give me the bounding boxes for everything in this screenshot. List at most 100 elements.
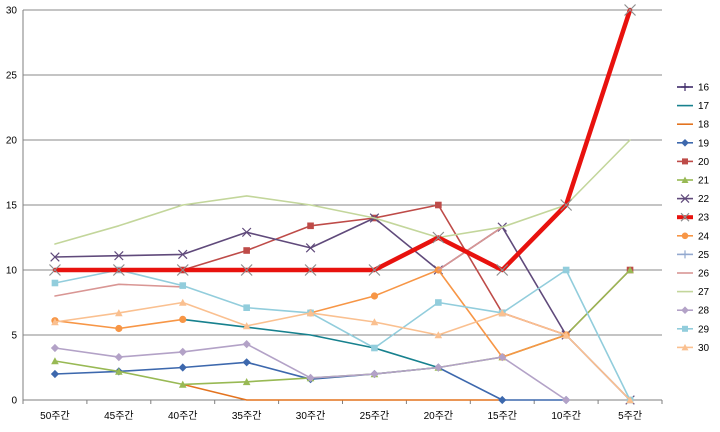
data-point [435, 201, 442, 209]
legend-label: 23 [698, 213, 710, 224]
series-line-27 [54, 139, 631, 245]
y-tick-label: 30 [6, 6, 18, 17]
data-point [626, 396, 634, 404]
series-line-17 [182, 318, 440, 369]
legend-item-21: 21 [677, 176, 710, 187]
data-point [681, 343, 689, 351]
legend-item-20: 20 [677, 157, 710, 168]
data-point [114, 353, 123, 362]
data-point [242, 322, 251, 330]
legend-label: 24 [698, 231, 710, 242]
y-tick-label: 25 [6, 71, 18, 82]
data-point [50, 369, 60, 379]
y-tick-label: 5 [11, 331, 17, 342]
legend-label: 28 [698, 306, 710, 317]
data-point [307, 222, 314, 230]
data-point [370, 292, 379, 300]
x-tick-label: 40주간 [168, 410, 198, 422]
x-tick-label: 35주간 [232, 410, 262, 422]
legend-label: 30 [698, 343, 710, 354]
data-point [114, 250, 124, 261]
data-point [243, 247, 250, 254]
legend-label: 29 [698, 324, 710, 335]
data-point [498, 309, 507, 317]
data-point [435, 299, 442, 306]
data-point [560, 199, 573, 211]
data-point [371, 344, 378, 352]
series-line-26 [54, 226, 504, 297]
legend-item-29: 29 [677, 324, 710, 335]
x-tick-label: 25주간 [360, 410, 390, 422]
data-point [681, 176, 689, 183]
data-point [680, 212, 690, 222]
data-point [50, 343, 60, 353]
data-point [178, 347, 187, 356]
legend-label: 16 [698, 83, 710, 94]
x-tick-label: 5주간 [618, 410, 642, 422]
series-18 [182, 383, 504, 401]
x-tick-label: 20주간 [424, 410, 454, 422]
data-point [368, 264, 381, 276]
data-point [498, 395, 507, 405]
series-line-30 [54, 301, 631, 401]
series-17 [182, 318, 440, 369]
data-point [681, 83, 689, 91]
legend-item-28: 28 [677, 306, 710, 317]
data-point [680, 194, 690, 204]
legend-label: 25 [698, 250, 710, 261]
data-point [370, 318, 379, 326]
legend-label: 20 [698, 157, 710, 168]
legend-item-22: 22 [677, 194, 710, 205]
y-tick-label: 10 [6, 266, 18, 277]
series-26 [54, 226, 504, 297]
legend-label: 26 [698, 269, 710, 280]
series-30 [51, 298, 634, 404]
legend-item-18: 18 [677, 120, 710, 131]
data-point [681, 232, 689, 240]
series-28 [50, 340, 571, 405]
data-point [496, 264, 509, 276]
data-point [178, 380, 187, 388]
data-point [176, 264, 189, 276]
legend-label: 17 [698, 101, 710, 112]
x-tick-label: 10주간 [551, 410, 581, 422]
y-tick-label: 15 [6, 201, 18, 212]
legend-item-30: 30 [677, 343, 710, 354]
data-point [112, 264, 125, 276]
data-point [49, 264, 61, 276]
data-point [681, 250, 689, 259]
data-point [115, 324, 123, 333]
data-point [434, 363, 443, 372]
data-point [179, 282, 187, 289]
data-point [243, 304, 250, 311]
series-line-18 [182, 383, 504, 401]
data-point [562, 395, 571, 405]
series-line-29 [54, 269, 631, 401]
x-tick-labels: 50주간 45주간 40주간 35주간 30주간 25주간 20주간 15주간 10주간 5주간 [40, 410, 642, 422]
series-line-22 [54, 217, 631, 401]
legend-item-19: 19 [677, 138, 710, 149]
data-point [562, 266, 570, 274]
legend-label: 22 [698, 194, 710, 205]
data-point [370, 369, 379, 379]
data-point [178, 363, 187, 372]
data-point [241, 227, 252, 238]
data-point [682, 325, 688, 332]
legend-item-25: 25 [677, 250, 710, 261]
data-point [682, 158, 688, 165]
data-point [305, 243, 316, 253]
x-tick-label: 30주간 [296, 410, 326, 422]
data-point [115, 309, 123, 317]
y-tick-labels: 0 5 10 15 20 25 30 [6, 6, 18, 407]
series-line-23 [52, 7, 633, 273]
legend-item-26: 26 [677, 269, 710, 280]
data-point [179, 315, 187, 323]
data-point [242, 340, 251, 349]
data-point [50, 252, 60, 262]
y-tick-label: 0 [11, 396, 17, 407]
y-tick-label: 20 [6, 136, 18, 147]
legend-label: 19 [698, 138, 710, 149]
legend-label: 21 [698, 176, 710, 187]
legend: 16 17 18 19 20 21 22 23 24 25 26 27 28 29 30 [677, 83, 710, 354]
